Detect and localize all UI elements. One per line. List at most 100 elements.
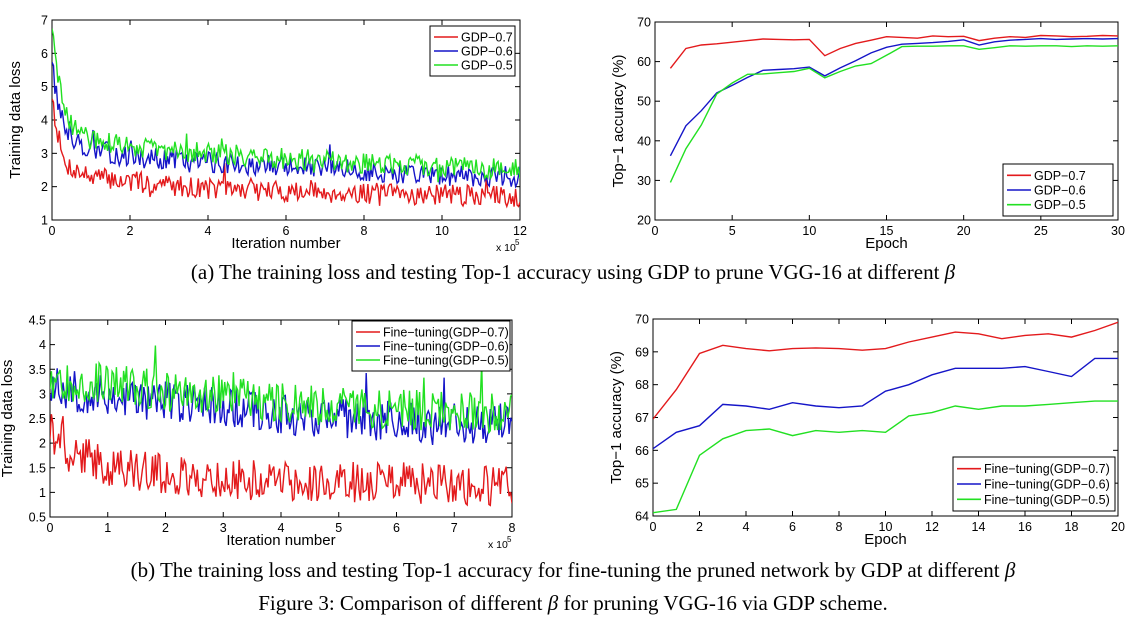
- x-axis-exponent: 5: [515, 238, 520, 247]
- x-axis-label: Iteration number: [226, 532, 335, 549]
- figure-caption: Figure 3: Comparison of different β for …: [0, 591, 1146, 616]
- x-tick-label: 8: [836, 520, 843, 534]
- x-tick-label: 5: [335, 521, 342, 535]
- y-tick-label: 50: [637, 95, 651, 109]
- y-tick-label: 70: [637, 16, 651, 30]
- x-tick-label: 8: [509, 521, 516, 535]
- series-line: [669, 37, 1118, 157]
- x-tick-label: 4: [743, 520, 750, 534]
- x-tick-label: 2: [127, 224, 134, 238]
- series-line: [52, 28, 520, 183]
- x-tick-label: 2: [162, 521, 169, 535]
- chart-b-loss: 0 1 2 3 4 5 6 7 8 0.5 1 1.5 2 2.5 3 3.5 4 4.5 Iteration nu…: [0, 314, 516, 552]
- legend-label: Fine−tuning(GDP−0.7): [383, 326, 509, 340]
- x-tick-label: 8: [361, 224, 368, 238]
- series-line: [52, 98, 520, 209]
- x-tick-label: 4: [205, 224, 212, 238]
- y-tick-label: 60: [637, 55, 651, 69]
- x-tick-label: 6: [393, 521, 400, 535]
- series-line: [50, 414, 512, 507]
- x-tick-label: 30: [1111, 224, 1125, 238]
- series-line: [653, 400, 1118, 514]
- y-tick-label: 1: [39, 486, 46, 500]
- x-axis-label: Epoch: [864, 531, 907, 548]
- legend-label: Fine−tuning(GDP−0.5): [383, 354, 509, 368]
- legend-label: GDP−0.5: [461, 59, 513, 73]
- y-tick-label: 67: [635, 411, 649, 425]
- y-tick-label: 5: [41, 80, 48, 94]
- chart-a-accuracy: 0 5 10 15 20 25 30 20 30 40 50 60 70 Epoch Top−1 accur…: [610, 16, 1125, 253]
- x-tick-label: 1: [104, 521, 111, 535]
- y-tick-label: 69: [635, 345, 649, 359]
- y-tick-label: 0.5: [29, 511, 46, 525]
- legend-label: GDP−0.7: [1034, 169, 1086, 183]
- y-tick-label: 40: [637, 134, 651, 148]
- series-line: [653, 357, 1118, 450]
- y-tick-label: 4.5: [29, 314, 46, 328]
- y-axis-label: Top−1 accuracy (%): [610, 55, 627, 188]
- figure-caption-beta: β: [547, 591, 559, 615]
- y-tick-label: 3.5: [29, 363, 46, 377]
- y-tick-label: 30: [637, 174, 651, 188]
- x-tick-label: 20: [1111, 520, 1125, 534]
- x-tick-label: 6: [283, 224, 290, 238]
- x-tick-label: 7: [451, 521, 458, 535]
- y-tick-label: 64: [635, 510, 649, 524]
- x-tick-label: 15: [880, 224, 894, 238]
- series-line: [669, 34, 1118, 69]
- caption-b-beta: β: [1004, 558, 1016, 582]
- y-tick-label: 7: [41, 14, 48, 28]
- x-tick-label: 18: [1065, 520, 1079, 534]
- x-tick-label: 10: [435, 224, 449, 238]
- chart-b-accuracy: 0 2 4 6 8 10 12 14 16 18 2064656667686970EpochTop−…: [608, 313, 1125, 549]
- series-line: [653, 321, 1118, 420]
- legend-label: GDP−0.6: [1034, 184, 1086, 198]
- x-tick-label: 12: [925, 520, 939, 534]
- caption-a-text: (a) The training loss and testing Top-1 …: [190, 260, 945, 284]
- x-tick-label: 16: [1018, 520, 1032, 534]
- legend-label: Fine−tuning(GDP−0.5): [984, 493, 1110, 507]
- y-axis-label: Training data loss: [0, 360, 16, 478]
- y-tick-label: 3: [39, 387, 46, 401]
- x-tick-label: 2: [696, 520, 703, 534]
- x-tick-label: 0: [49, 224, 56, 238]
- x-tick-label: 25: [1034, 224, 1048, 238]
- x-tick-label: 20: [957, 224, 971, 238]
- y-tick-label: 70: [635, 313, 649, 327]
- series-line: [669, 45, 1118, 183]
- y-tick-label: 2: [41, 180, 48, 194]
- x-tick-label: 4: [278, 521, 285, 535]
- y-tick-label: 4: [39, 338, 46, 352]
- caption-b-text: (b) The training loss and testing Top-1 …: [130, 558, 1005, 582]
- legend-label: Fine−tuning(GDP−0.6): [383, 340, 509, 354]
- y-tick-label: 66: [635, 444, 649, 458]
- x-tick-label: 10: [802, 224, 816, 238]
- legend-label: Fine−tuning(GDP−0.6): [984, 478, 1110, 492]
- x-tick-label: 14: [972, 520, 986, 534]
- x-tick-label: 12: [513, 224, 527, 238]
- x-axis-label: Epoch: [865, 235, 908, 252]
- x-tick-label: 0: [47, 521, 54, 535]
- x-axis-multiplier: x 10: [488, 539, 508, 551]
- x-tick-label: 0: [652, 224, 659, 238]
- series-line: [50, 345, 512, 435]
- x-axis-multiplier: x 10: [496, 242, 516, 254]
- figure-caption-prefix: Figure 3: Comparison of different: [258, 591, 548, 615]
- y-tick-label: 4: [41, 114, 48, 128]
- x-tick-label: 5: [729, 224, 736, 238]
- y-tick-label: 3: [41, 147, 48, 161]
- legend-label: Fine−tuning(GDP−0.7): [984, 462, 1110, 476]
- x-axis-exponent: 5: [507, 535, 512, 544]
- y-tick-label: 1: [41, 214, 48, 228]
- y-axis-label: Top−1 accuracy (%): [608, 351, 625, 484]
- y-tick-label: 65: [635, 477, 649, 491]
- y-tick-label: 20: [637, 214, 651, 228]
- caption-b: (b) The training loss and testing Top-1 …: [0, 558, 1146, 583]
- legend-label: GDP−0.5: [1034, 198, 1086, 212]
- figure-caption-suffix: for pruning VGG-16 via GDP scheme.: [558, 591, 888, 615]
- y-tick-label: 68: [635, 378, 649, 392]
- x-axis-label: Iteration number: [231, 235, 340, 252]
- x-tick-label: 6: [789, 520, 796, 534]
- x-tick-label: 0: [650, 520, 657, 534]
